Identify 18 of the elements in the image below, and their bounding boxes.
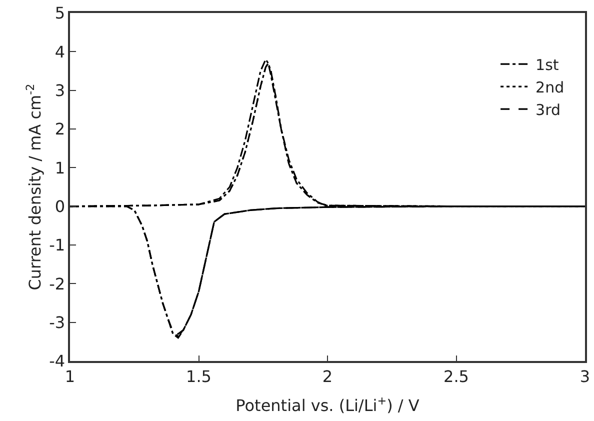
y-tick-label: -4 [49, 352, 66, 371]
y-tick-label: 4 [54, 42, 66, 62]
x-tick-label: 3 [580, 366, 590, 386]
y-tick-label: 3 [54, 80, 66, 100]
x-tick-label: 1.5 [186, 366, 212, 386]
legend-label: 1st [536, 56, 559, 74]
x-tick-label: 2.5 [444, 366, 469, 386]
legend-label: 3rd [536, 100, 561, 119]
y-tick-label: 2 [54, 120, 66, 139]
x-axis-title: Potential vs. (Li/Li$^{+}$) / V [236, 394, 420, 416]
y-tick-label: -3 [49, 312, 66, 332]
y-tick-label: -1 [49, 236, 66, 255]
x-tick-label: 2 [322, 366, 333, 386]
y-tick-label: 5 [54, 4, 66, 23]
y-tick-label: 0 [54, 196, 66, 216]
y-tick-label: -2 [49, 274, 66, 294]
y-tick-label: 1 [54, 158, 66, 178]
legend-label: 2nd [536, 78, 564, 96]
